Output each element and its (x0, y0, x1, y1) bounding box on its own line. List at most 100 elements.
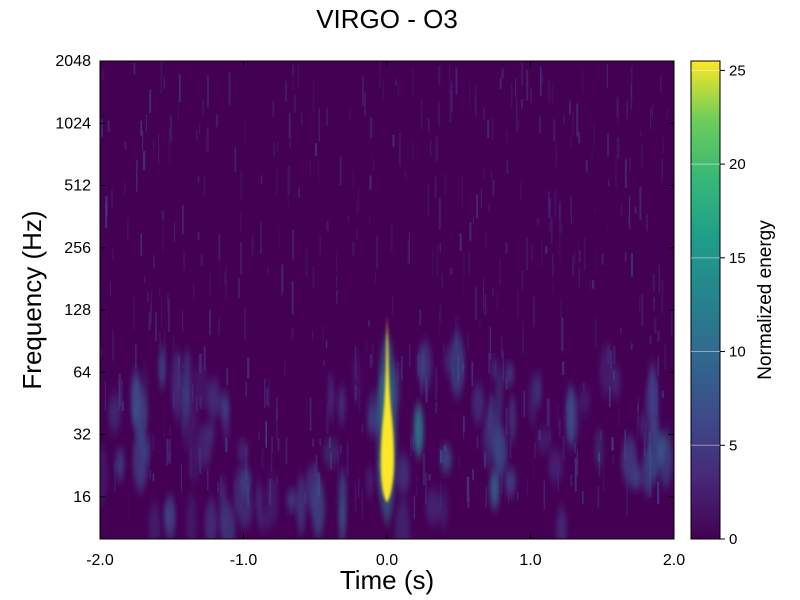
low-frequency-blob (578, 387, 591, 415)
noise-streak (375, 271, 376, 284)
energy-blob (647, 364, 658, 427)
noise-streak (326, 107, 328, 126)
noise-streak (400, 356, 403, 380)
noise-streak (390, 222, 393, 253)
noise-streak (520, 182, 522, 200)
noise-streak (199, 123, 201, 134)
noise-streak (168, 298, 170, 332)
noise-streak (653, 297, 655, 311)
noise-streak (626, 100, 629, 119)
noise-streak (484, 294, 487, 315)
noise-streak (582, 491, 584, 504)
noise-streak (145, 114, 147, 132)
noise-streak (563, 115, 566, 124)
noise-streak (275, 408, 278, 440)
noise-streak (268, 377, 271, 409)
noise-streak (589, 277, 591, 293)
noise-streak (427, 118, 430, 133)
noise-streak (559, 204, 561, 231)
noise-streak (573, 251, 576, 265)
low-frequency-blob (219, 392, 230, 421)
noise-streak (291, 281, 294, 315)
noise-streak (487, 204, 491, 214)
noise-streak (489, 327, 491, 360)
noise-streak (559, 418, 561, 438)
noise-streak (578, 250, 581, 263)
low-frequency-blob (396, 453, 410, 495)
noise-streak (591, 149, 594, 161)
noise-streak (178, 74, 181, 103)
low-frequency-blob (238, 466, 252, 497)
noise-streak (546, 398, 549, 426)
low-frequency-blob (486, 394, 499, 453)
noise-streak (560, 222, 563, 234)
noise-streak (285, 436, 288, 465)
noise-streak (177, 105, 179, 119)
noise-streak (657, 331, 660, 342)
noise-streak (202, 98, 204, 116)
noise-streak (574, 457, 577, 492)
noise-streak (562, 435, 565, 460)
noise-streak (321, 325, 324, 345)
low-frequency-blob (141, 436, 151, 461)
noise-streak (260, 175, 263, 185)
noise-streak (162, 222, 164, 254)
chart-title: VIRGO - O3 (316, 4, 458, 34)
noise-streak (294, 94, 296, 113)
noise-streak (315, 454, 318, 483)
noise-streak (195, 130, 198, 142)
noise-streak (459, 233, 462, 252)
noise-streak (245, 381, 247, 397)
noise-streak (152, 140, 155, 150)
noise-streak (352, 241, 355, 256)
noise-streak (347, 215, 349, 223)
colorbar: 0 5 10 15 20 25 Normalized energy (690, 60, 776, 548)
noise-streak (207, 75, 209, 108)
noise-streak (578, 268, 580, 288)
noise-streak (158, 133, 160, 164)
noise-streak (438, 198, 441, 231)
noise-streak (476, 194, 478, 219)
noise-streak (538, 115, 542, 134)
energy-blob (130, 370, 141, 427)
noise-streak (448, 62, 451, 93)
noise-streak (624, 158, 627, 188)
noise-streak (336, 290, 338, 304)
noise-streak (543, 480, 545, 510)
y-tick-label: 2048 (55, 53, 91, 70)
noise-streak (488, 353, 490, 374)
noise-streak (323, 359, 325, 366)
noise-streak (557, 405, 559, 428)
noise-streak (358, 478, 360, 498)
noise-streak (142, 130, 144, 151)
noise-streak (149, 90, 152, 114)
noise-streak (657, 481, 660, 504)
noise-streak (217, 482, 219, 492)
noise-streak (438, 66, 441, 86)
noise-streak (193, 282, 195, 298)
noise-streak (251, 235, 254, 256)
noise-streak (397, 75, 399, 97)
noise-streak (505, 242, 508, 254)
noise-streak (485, 231, 488, 249)
noise-streak (483, 278, 484, 310)
noise-streak (362, 75, 364, 106)
noise-streak (630, 66, 633, 100)
noise-streak (167, 452, 170, 462)
noise-streak (639, 186, 642, 220)
low-frequency-blob (621, 436, 638, 486)
noise-streak (369, 354, 372, 369)
noise-streak (626, 482, 629, 516)
noise-streak (630, 85, 632, 111)
noise-streak (326, 340, 328, 348)
noise-streak (438, 101, 441, 127)
noise-streak (430, 140, 432, 158)
y-tick-label: 1024 (55, 115, 91, 132)
y-tick-label: 32 (73, 427, 91, 444)
low-frequency-blob (296, 475, 306, 534)
noise-streak (564, 441, 566, 463)
noise-streak (399, 132, 401, 167)
noise-streak (476, 435, 479, 449)
noise-streak (161, 210, 164, 221)
noise-streak (412, 139, 414, 161)
